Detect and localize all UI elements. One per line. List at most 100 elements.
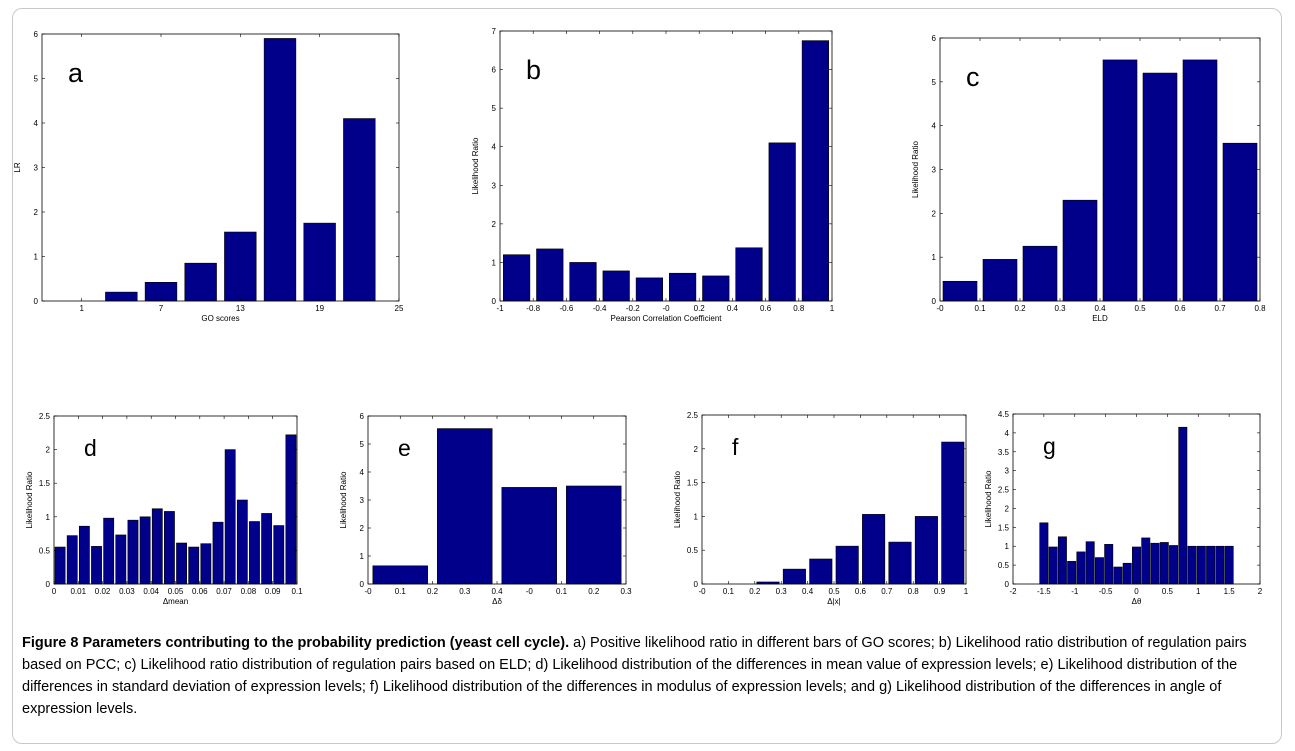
x-tick-label-d-10: 0.1 xyxy=(291,587,303,596)
bar-c-7 xyxy=(1222,142,1258,302)
bar-d-18 xyxy=(273,525,285,585)
figure-caption-text: a) Positive likelihood ratio in differen… xyxy=(22,635,1247,717)
x-tick-label-a-2: 13 xyxy=(236,304,245,313)
bar-c-2 xyxy=(1022,245,1058,302)
x-tick-label-b-3: -0.4 xyxy=(593,304,607,313)
bar-a-3 xyxy=(224,231,257,302)
x-tick-label-d-9: 0.09 xyxy=(265,587,281,596)
x-tick-label-d-8: 0.08 xyxy=(241,587,257,596)
y-tick-label-g-3: 1.5 xyxy=(998,523,1010,532)
x-tick-label-b-2: -0.6 xyxy=(560,304,574,313)
bar-d-6 xyxy=(127,519,139,585)
x-tick-label-b-4: -0.2 xyxy=(626,304,640,313)
bar-g-1 xyxy=(1048,546,1058,585)
bar-a-4 xyxy=(263,38,297,302)
y-tick-label-a-1: 1 xyxy=(34,253,39,262)
bar-d-12 xyxy=(200,543,212,585)
y-tick-label-b-2: 2 xyxy=(492,220,497,229)
x-tick-label-d-2: 0.02 xyxy=(95,587,111,596)
y-tick-label-g-8: 4 xyxy=(1005,429,1010,438)
bar-f-8 xyxy=(914,516,938,585)
figure-caption: Figure 8 Parameters contributing to the … xyxy=(22,632,1274,720)
bar-g-5 xyxy=(1085,541,1095,585)
y-tick-label-d-5: 2.5 xyxy=(39,412,51,421)
x-tick-label-e-5: -0 xyxy=(526,587,534,596)
bar-d-5 xyxy=(115,534,127,585)
x-tick-label-e-2: 0.2 xyxy=(427,587,439,596)
bar-c-4 xyxy=(1102,59,1138,302)
bar-g-13 xyxy=(1159,542,1169,585)
x-axis-label-c: ELD xyxy=(1092,314,1108,323)
x-tick-label-f-2: 0.2 xyxy=(749,587,761,596)
bar-b-0 xyxy=(503,254,531,302)
bar-b-6 xyxy=(702,275,730,302)
bar-c-1 xyxy=(982,259,1018,302)
x-tick-label-c-2: 0.2 xyxy=(1014,304,1026,313)
y-tick-label-d-0: 0 xyxy=(46,580,51,589)
bar-g-18 xyxy=(1206,545,1216,585)
x-tick-label-d-0: 0 xyxy=(52,587,57,596)
x-tick-label-d-3: 0.03 xyxy=(119,587,135,596)
y-tick-label-e-4: 4 xyxy=(360,468,365,477)
y-tick-label-f-4: 2 xyxy=(694,445,699,454)
bar-c-3 xyxy=(1062,199,1098,302)
bar-c-0 xyxy=(942,280,978,302)
y-tick-label-e-2: 2 xyxy=(360,524,365,533)
bar-b-3 xyxy=(602,270,630,302)
chart-panel-e: -0 0.1 0.2 0.3 0.4 -0 0.1 0.2 0.3 0 1 2 3 4 5 6 Δδ Likeli… xyxy=(339,412,632,606)
y-tick-label-e-0: 0 xyxy=(360,580,365,589)
bar-d-8 xyxy=(151,508,163,585)
y-tick-label-d-2: 1 xyxy=(46,513,51,522)
bar-a-6 xyxy=(343,118,376,302)
bar-d-4 xyxy=(103,517,115,585)
y-tick-label-e-6: 6 xyxy=(360,412,365,421)
y-tick-label-g-9: 4.5 xyxy=(998,410,1010,419)
y-tick-label-c-3: 3 xyxy=(932,166,937,175)
x-tick-label-c-1: 0.1 xyxy=(974,304,986,313)
x-tick-label-c-5: 0.5 xyxy=(1134,304,1146,313)
y-tick-label-b-7: 7 xyxy=(492,27,497,36)
bar-e-2 xyxy=(501,487,557,585)
bar-c-5 xyxy=(1142,72,1178,302)
bar-b-1 xyxy=(536,248,564,302)
bar-g-0 xyxy=(1039,522,1049,585)
x-tick-label-a-1: 7 xyxy=(159,304,164,313)
bar-g-3 xyxy=(1067,561,1077,585)
x-axis-label-d: Δmean xyxy=(163,597,188,606)
x-tick-label-e-6: 0.1 xyxy=(556,587,568,596)
bar-d-10 xyxy=(176,542,187,585)
bar-f-9 xyxy=(941,441,965,585)
x-tick-label-c-7: 0.7 xyxy=(1214,304,1226,313)
y-tick-label-d-3: 1.5 xyxy=(39,479,51,488)
x-tick-label-b-6: 0.2 xyxy=(694,304,706,313)
y-tick-label-c-2: 2 xyxy=(932,209,937,218)
y-tick-label-a-3: 3 xyxy=(34,164,39,173)
figure-frame xyxy=(12,8,1282,744)
panel-letter-d: d xyxy=(84,435,97,461)
y-tick-label-b-5: 5 xyxy=(492,104,497,113)
bar-d-0 xyxy=(54,546,66,585)
bar-g-6 xyxy=(1094,557,1104,585)
x-tick-label-f-3: 0.3 xyxy=(776,587,788,596)
chart-panel-d: 0 0.01 0.02 0.03 0.04 0.05 0.06 0.07 0.08 0.09 0.1… xyxy=(25,412,303,606)
y-tick-label-g-7: 3.5 xyxy=(998,448,1010,457)
x-tick-label-b-1: -0.8 xyxy=(526,304,540,313)
x-tick-label-e-8: 0.3 xyxy=(620,587,632,596)
y-tick-label-g-0: 0 xyxy=(1005,580,1010,589)
x-tick-label-d-5: 0.05 xyxy=(168,587,184,596)
panel-letter-c: c xyxy=(966,62,980,92)
x-tick-label-g-5: 0.5 xyxy=(1162,587,1174,596)
bar-g-20 xyxy=(1224,545,1234,585)
bar-g-4 xyxy=(1076,551,1086,585)
bar-d-1 xyxy=(66,535,78,585)
y-tick-label-f-3: 1.5 xyxy=(687,479,699,488)
y-tick-label-c-1: 1 xyxy=(932,253,937,262)
figure-label: Figure 8 xyxy=(22,635,79,651)
bar-d-19 xyxy=(285,434,297,585)
y-tick-label-c-4: 4 xyxy=(932,122,937,131)
bar-f-6 xyxy=(862,514,886,585)
y-tick-label-f-0: 0 xyxy=(694,580,699,589)
y-axis-label-e: Likelihood Ratio xyxy=(339,471,348,528)
x-axis-label-e: Δδ xyxy=(492,597,502,606)
y-tick-label-c-6: 6 xyxy=(932,34,937,43)
